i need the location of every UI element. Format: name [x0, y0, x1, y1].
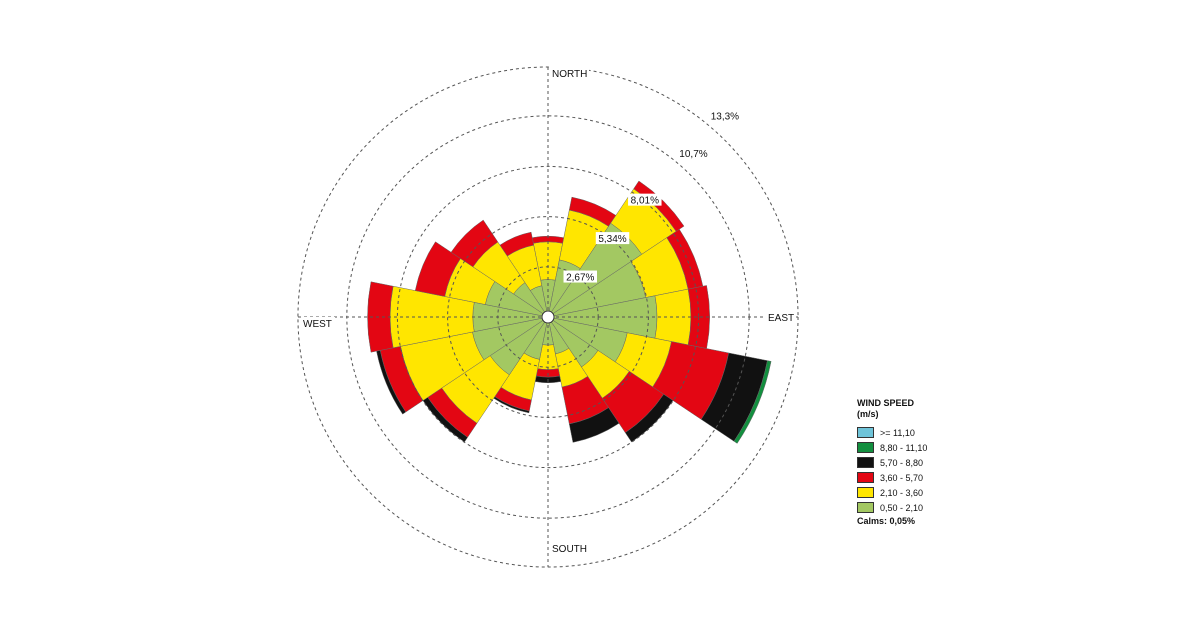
- legend-swatch: [857, 457, 874, 468]
- legend-label: 8,80 - 11,10: [880, 442, 928, 453]
- south-label: SOUTH: [552, 544, 587, 555]
- ring-label-bg-1: [563, 270, 598, 283]
- petal-w-bin-2: [367, 281, 394, 353]
- legend: WIND SPEED (m/s) >= 11,10 8,80 - 11,10 5,7…: [857, 398, 927, 526]
- legend-item: 0,50 - 2,10: [857, 501, 927, 514]
- west-label: WEST: [303, 319, 332, 330]
- legend-label: 0,50 - 2,10: [880, 502, 924, 513]
- north-label: NORTH: [552, 69, 587, 80]
- ring-label-1: 2,67%: [566, 273, 594, 284]
- petal-sse-bin-3: [568, 407, 620, 443]
- ring-label-2: 5,34%: [598, 234, 626, 245]
- ring-label-3: 8,01%: [631, 196, 659, 207]
- legend-swatch: [857, 442, 874, 453]
- legend-label: 5,70 - 8,80: [880, 457, 924, 468]
- ring-5: [297, 66, 799, 568]
- legend-label: 2,10 - 3,60: [880, 487, 924, 498]
- legend-unit: (m/s): [857, 409, 879, 419]
- legend-item: 8,80 - 11,10: [857, 441, 927, 454]
- legend-item: 2,10 - 3,60: [857, 486, 927, 499]
- petal-nnw-bin-2: [499, 231, 534, 257]
- wind-rose-labels: NORTH EAST SOUTH WEST: [301, 66, 794, 556]
- legend-item: >= 11,10: [857, 426, 927, 439]
- ring-label-5: 13,3%: [711, 111, 739, 122]
- petal-nw-bin-2: [450, 219, 499, 268]
- calms-label: Calms: 0,05%: [857, 516, 916, 526]
- legend-swatch: [857, 487, 874, 498]
- legend-items: >= 11,10 8,80 - 11,10 5,70 - 8,80 3,60 - 5,…: [857, 426, 927, 514]
- petal-wnw-bin-2: [414, 241, 461, 297]
- center-hub: [541, 310, 555, 324]
- ring-3: [396, 165, 700, 469]
- legend-swatch: [857, 502, 874, 513]
- ring-label-bg-3: [628, 193, 662, 206]
- legend-item: 3,60 - 5,70: [857, 471, 927, 484]
- legend-label: 3,60 - 5,70: [880, 472, 924, 483]
- wind-rose-axes: [298, 67, 798, 567]
- legend-swatch: [857, 472, 874, 483]
- legend-item: 5,70 - 8,80: [857, 456, 927, 469]
- ring-label-bg-2: [595, 232, 630, 245]
- ring-label-4: 10,7%: [679, 149, 707, 160]
- wind-rose-petals: [367, 180, 772, 444]
- petal-ese-bin-4: [733, 360, 772, 444]
- east-label: EAST: [768, 313, 794, 324]
- legend-title: WIND SPEED: [857, 398, 915, 408]
- legend-label: >= 11,10: [880, 427, 915, 438]
- legend-swatch: [857, 427, 874, 438]
